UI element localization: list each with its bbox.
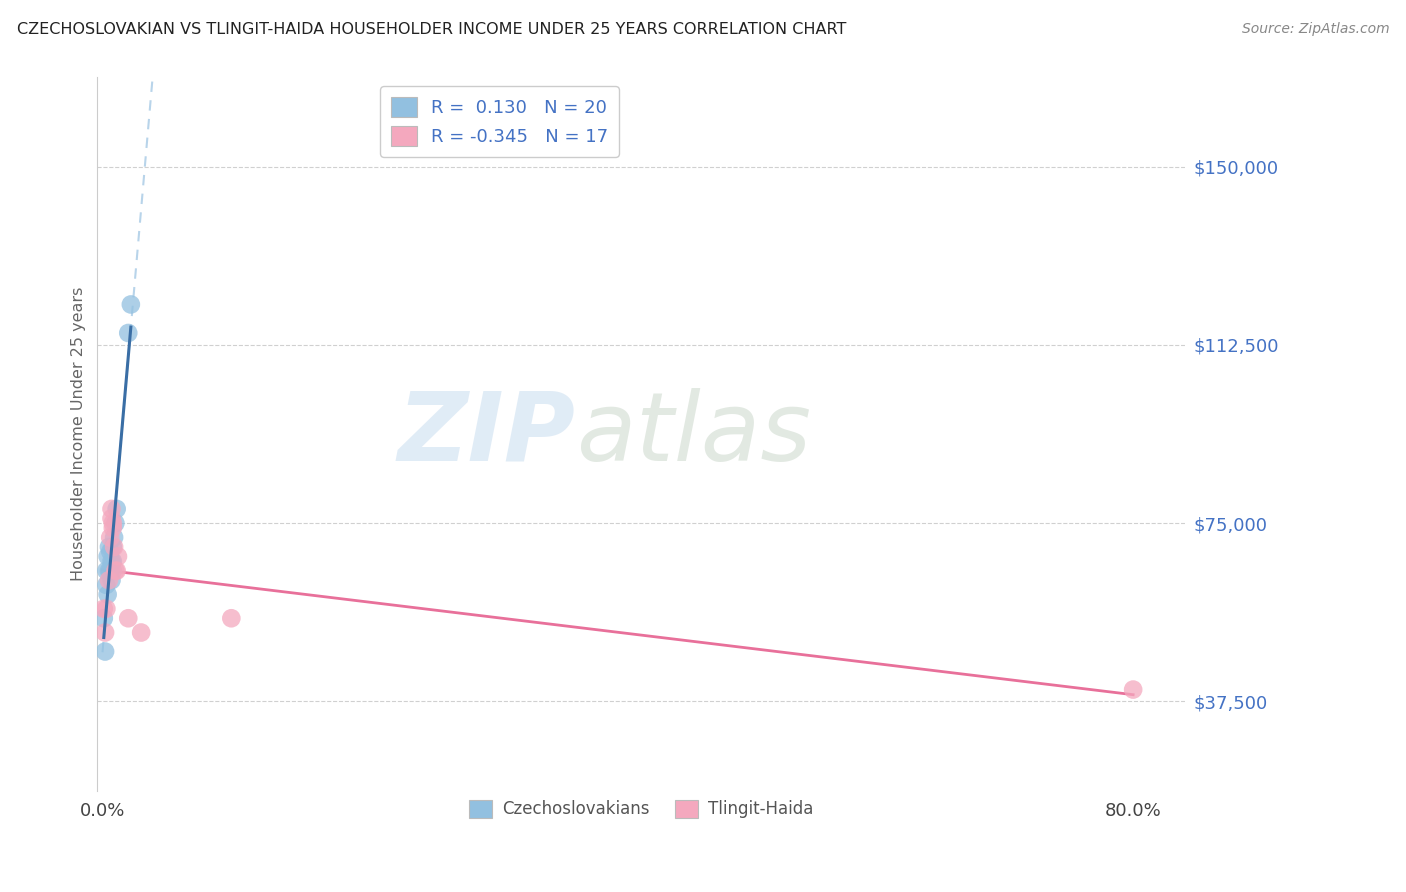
Point bbox=[97, 549, 120, 564]
Point bbox=[100, 573, 122, 587]
Point bbox=[107, 549, 129, 564]
Legend: Czechoslovakians, Tlingit-Haida: Czechoslovakians, Tlingit-Haida bbox=[463, 793, 820, 825]
Point bbox=[1122, 682, 1144, 697]
Point bbox=[103, 540, 125, 554]
Point bbox=[100, 502, 122, 516]
Point bbox=[105, 502, 128, 516]
Text: atlas: atlas bbox=[576, 387, 811, 481]
Point bbox=[120, 297, 142, 311]
Point bbox=[101, 540, 124, 554]
Point bbox=[100, 511, 122, 525]
Point bbox=[101, 516, 124, 531]
Text: ZIP: ZIP bbox=[398, 387, 576, 481]
Point bbox=[98, 564, 121, 578]
Point bbox=[100, 554, 122, 568]
Point bbox=[94, 625, 117, 640]
Point bbox=[221, 611, 243, 625]
Point bbox=[97, 540, 120, 554]
Point bbox=[101, 564, 124, 578]
Point bbox=[93, 611, 115, 625]
Point bbox=[97, 564, 120, 578]
Point bbox=[97, 587, 120, 601]
Text: CZECHOSLOVAKIAN VS TLINGIT-HAIDA HOUSEHOLDER INCOME UNDER 25 YEARS CORRELATION C: CZECHOSLOVAKIAN VS TLINGIT-HAIDA HOUSEHO… bbox=[17, 22, 846, 37]
Point bbox=[96, 601, 118, 615]
Point bbox=[117, 611, 139, 625]
Text: Source: ZipAtlas.com: Source: ZipAtlas.com bbox=[1241, 22, 1389, 37]
Point bbox=[103, 531, 125, 545]
Point bbox=[98, 531, 121, 545]
Y-axis label: Householder Income Under 25 years: Householder Income Under 25 years bbox=[72, 287, 86, 582]
Point bbox=[93, 601, 115, 615]
Point bbox=[104, 564, 127, 578]
Point bbox=[98, 544, 121, 558]
Point bbox=[117, 326, 139, 340]
Point bbox=[129, 625, 152, 640]
Point bbox=[96, 564, 118, 578]
Point bbox=[104, 516, 127, 531]
Point bbox=[101, 554, 124, 568]
Point bbox=[97, 573, 120, 587]
Point bbox=[101, 521, 124, 535]
Point bbox=[105, 564, 128, 578]
Point bbox=[94, 644, 117, 658]
Point bbox=[96, 578, 118, 592]
